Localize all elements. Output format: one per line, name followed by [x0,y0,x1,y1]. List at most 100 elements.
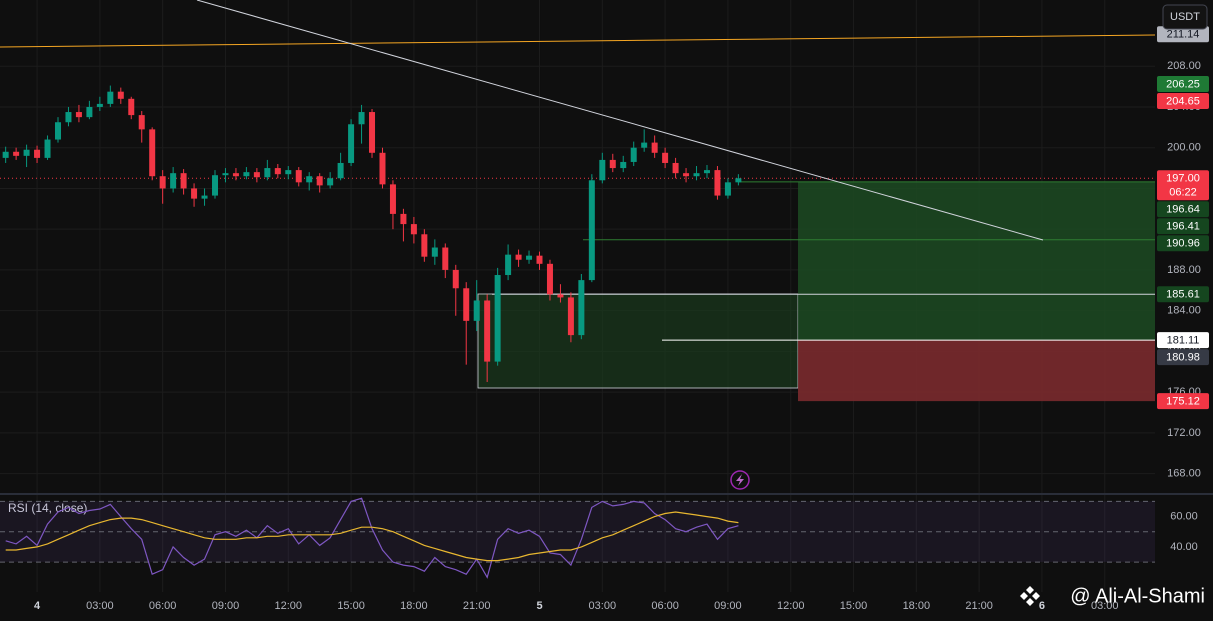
price-tag [1157,201,1209,218]
candle-body [191,188,198,199]
candle-body [170,173,177,189]
candle-body [222,173,229,176]
candle-body [2,151,9,158]
rsi-line [5,497,739,579]
loss-zone [798,340,1155,402]
candle-body [389,184,396,214]
candle-body [232,173,239,177]
currency: USDT [1170,11,1200,23]
candle-body [65,112,72,123]
price-tag-label: 181.11 [1167,335,1200,347]
candle-body [337,162,344,179]
candle-body [421,234,428,257]
resistance-line [0,34,1156,48]
candle-body [274,168,281,175]
trend-line [196,0,1044,241]
candle-body [86,106,93,118]
candle-body [13,151,20,156]
candles-layer [2,85,742,382]
candle-body [515,254,522,260]
price-tag-label: 196.41 [1166,221,1200,233]
x-tick-label: 15:00 [337,600,365,612]
x-tick-label: 18:00 [400,600,428,612]
price-tag [1157,218,1209,235]
x-tick-label: 03:00 [1091,600,1119,612]
rsi-tick-label: 60.00 [1170,510,1198,522]
rsi-line [5,511,739,562]
logo-shape [1020,586,1040,606]
candle-body [494,275,501,362]
candle-body [578,280,585,336]
y-tick-label: 188.00 [1167,264,1201,276]
candle-body [149,129,156,177]
price-tag-label: 190.96 [1166,238,1200,250]
x-tick-label: 12:00 [777,600,805,612]
candle-body [505,254,512,276]
price-tag-countdown: 06:22 [1169,187,1197,199]
price-tag-label: 185.61 [1166,289,1200,301]
price-tag [1157,26,1209,43]
price-tag [1157,76,1209,93]
watermark: @ Ali-Al-Shami [1020,585,1205,607]
candle-body [23,149,30,156]
y-tick-label: 208.00 [1167,60,1201,72]
x-tick-label: 09:00 [212,600,240,612]
candle-body [609,159,616,169]
candle-body [452,269,459,289]
x-tick-label: 21:00 [965,600,993,612]
candle-body [526,255,533,260]
range-box [477,293,799,389]
candle-body [369,112,376,153]
currency-button[interactable]: USDT [1162,4,1208,30]
candle-body [295,170,302,183]
candle-body [348,124,355,163]
candle-body [567,297,574,336]
candle-body [138,115,145,130]
candle-body [620,161,627,169]
currency-box [1162,4,1208,30]
price-tag [1157,286,1209,303]
rsi-layer: RSI (14, close) [0,497,1155,579]
drawings-layer [0,177,1155,402]
candle-body [683,173,690,177]
x-tick-label: 03:00 [589,600,617,612]
price-tag [1157,349,1209,366]
price-tag-label: 180.98 [1166,352,1200,364]
price-tag-label: 204.65 [1166,95,1200,107]
y-tick-label: 184.00 [1167,305,1201,317]
candle-body [96,103,103,107]
watermark-logo [1020,586,1040,606]
candle-body [159,176,166,189]
x-tick-label: 03:00 [86,600,114,612]
candle-body [693,173,700,177]
candle-body [599,159,606,181]
price-tag [1157,332,1209,349]
price-tag-label: 211.14 [1167,29,1200,41]
lines-layer [0,0,1213,495]
candle-body [431,247,438,257]
candle-body [54,122,61,140]
y-tick-label: 172.00 [1167,427,1201,439]
candle-body [557,294,564,298]
alert-icon[interactable] [730,470,750,490]
candle-body [484,300,491,362]
price-tag [1157,170,1209,201]
candle-body [630,147,637,162]
candle-body [306,176,313,183]
x-tick-label: 12:00 [275,600,303,612]
profit-zone [798,181,1155,341]
candle-body [400,213,407,225]
x-tick-label: 4 [34,600,41,612]
candle-body [358,112,365,125]
x-tick-label: 18:00 [903,600,931,612]
price-tag-label: 196.64 [1166,204,1200,216]
candle-body [714,170,721,196]
x-tick-label: 6 [1039,600,1045,612]
candle-body [536,255,543,264]
price-tag [1157,93,1209,110]
candle-body [285,170,292,175]
candle-body [410,224,417,235]
candle-body [662,152,669,163]
